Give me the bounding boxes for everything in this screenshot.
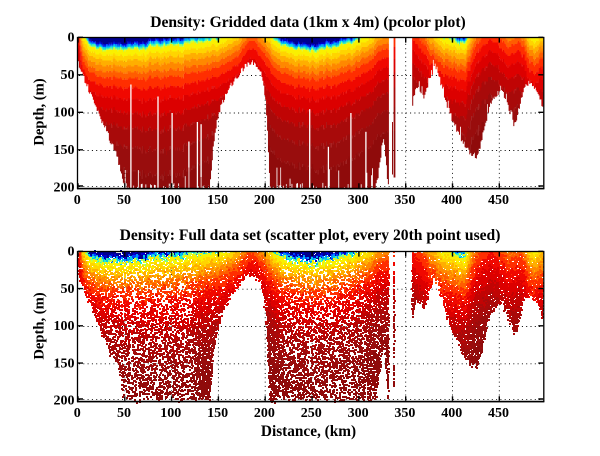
svg-text:250: 250 bbox=[301, 406, 322, 421]
svg-text:Density: Gridded data (1km x 4: Density: Gridded data (1km x 4m) (pcolor… bbox=[150, 14, 465, 31]
svg-text:50: 50 bbox=[61, 68, 75, 83]
svg-text:300: 300 bbox=[348, 193, 369, 208]
svg-text:50: 50 bbox=[117, 406, 131, 421]
svg-text:350: 350 bbox=[394, 193, 415, 208]
svg-text:150: 150 bbox=[207, 193, 228, 208]
svg-text:0: 0 bbox=[74, 193, 81, 208]
svg-text:0: 0 bbox=[68, 31, 75, 46]
svg-text:0: 0 bbox=[74, 406, 81, 421]
svg-text:150: 150 bbox=[207, 406, 228, 421]
svg-text:50: 50 bbox=[117, 193, 131, 208]
svg-text:450: 450 bbox=[488, 193, 509, 208]
svg-text:100: 100 bbox=[160, 406, 181, 421]
svg-text:200: 200 bbox=[54, 394, 75, 409]
svg-text:450: 450 bbox=[488, 406, 509, 421]
svg-text:200: 200 bbox=[254, 193, 275, 208]
svg-text:350: 350 bbox=[394, 406, 415, 421]
svg-text:400: 400 bbox=[441, 193, 462, 208]
svg-text:Depth, (m): Depth, (m) bbox=[32, 292, 48, 359]
svg-text:150: 150 bbox=[54, 356, 75, 371]
svg-text:50: 50 bbox=[61, 282, 75, 297]
svg-text:Distance, (km): Distance, (km) bbox=[261, 423, 356, 440]
svg-text:150: 150 bbox=[54, 143, 75, 158]
svg-text:250: 250 bbox=[301, 193, 322, 208]
svg-text:100: 100 bbox=[54, 319, 75, 334]
svg-text:100: 100 bbox=[160, 193, 181, 208]
svg-text:300: 300 bbox=[348, 406, 369, 421]
svg-text:200: 200 bbox=[254, 406, 275, 421]
svg-text:Density: Full data set (scatte: Density: Full data set (scatter plot, ev… bbox=[120, 227, 501, 244]
svg-text:100: 100 bbox=[54, 106, 75, 121]
svg-text:400: 400 bbox=[441, 406, 462, 421]
svg-text:0: 0 bbox=[68, 245, 75, 260]
svg-text:200: 200 bbox=[54, 181, 75, 196]
svg-text:Depth, (m): Depth, (m) bbox=[32, 78, 48, 145]
